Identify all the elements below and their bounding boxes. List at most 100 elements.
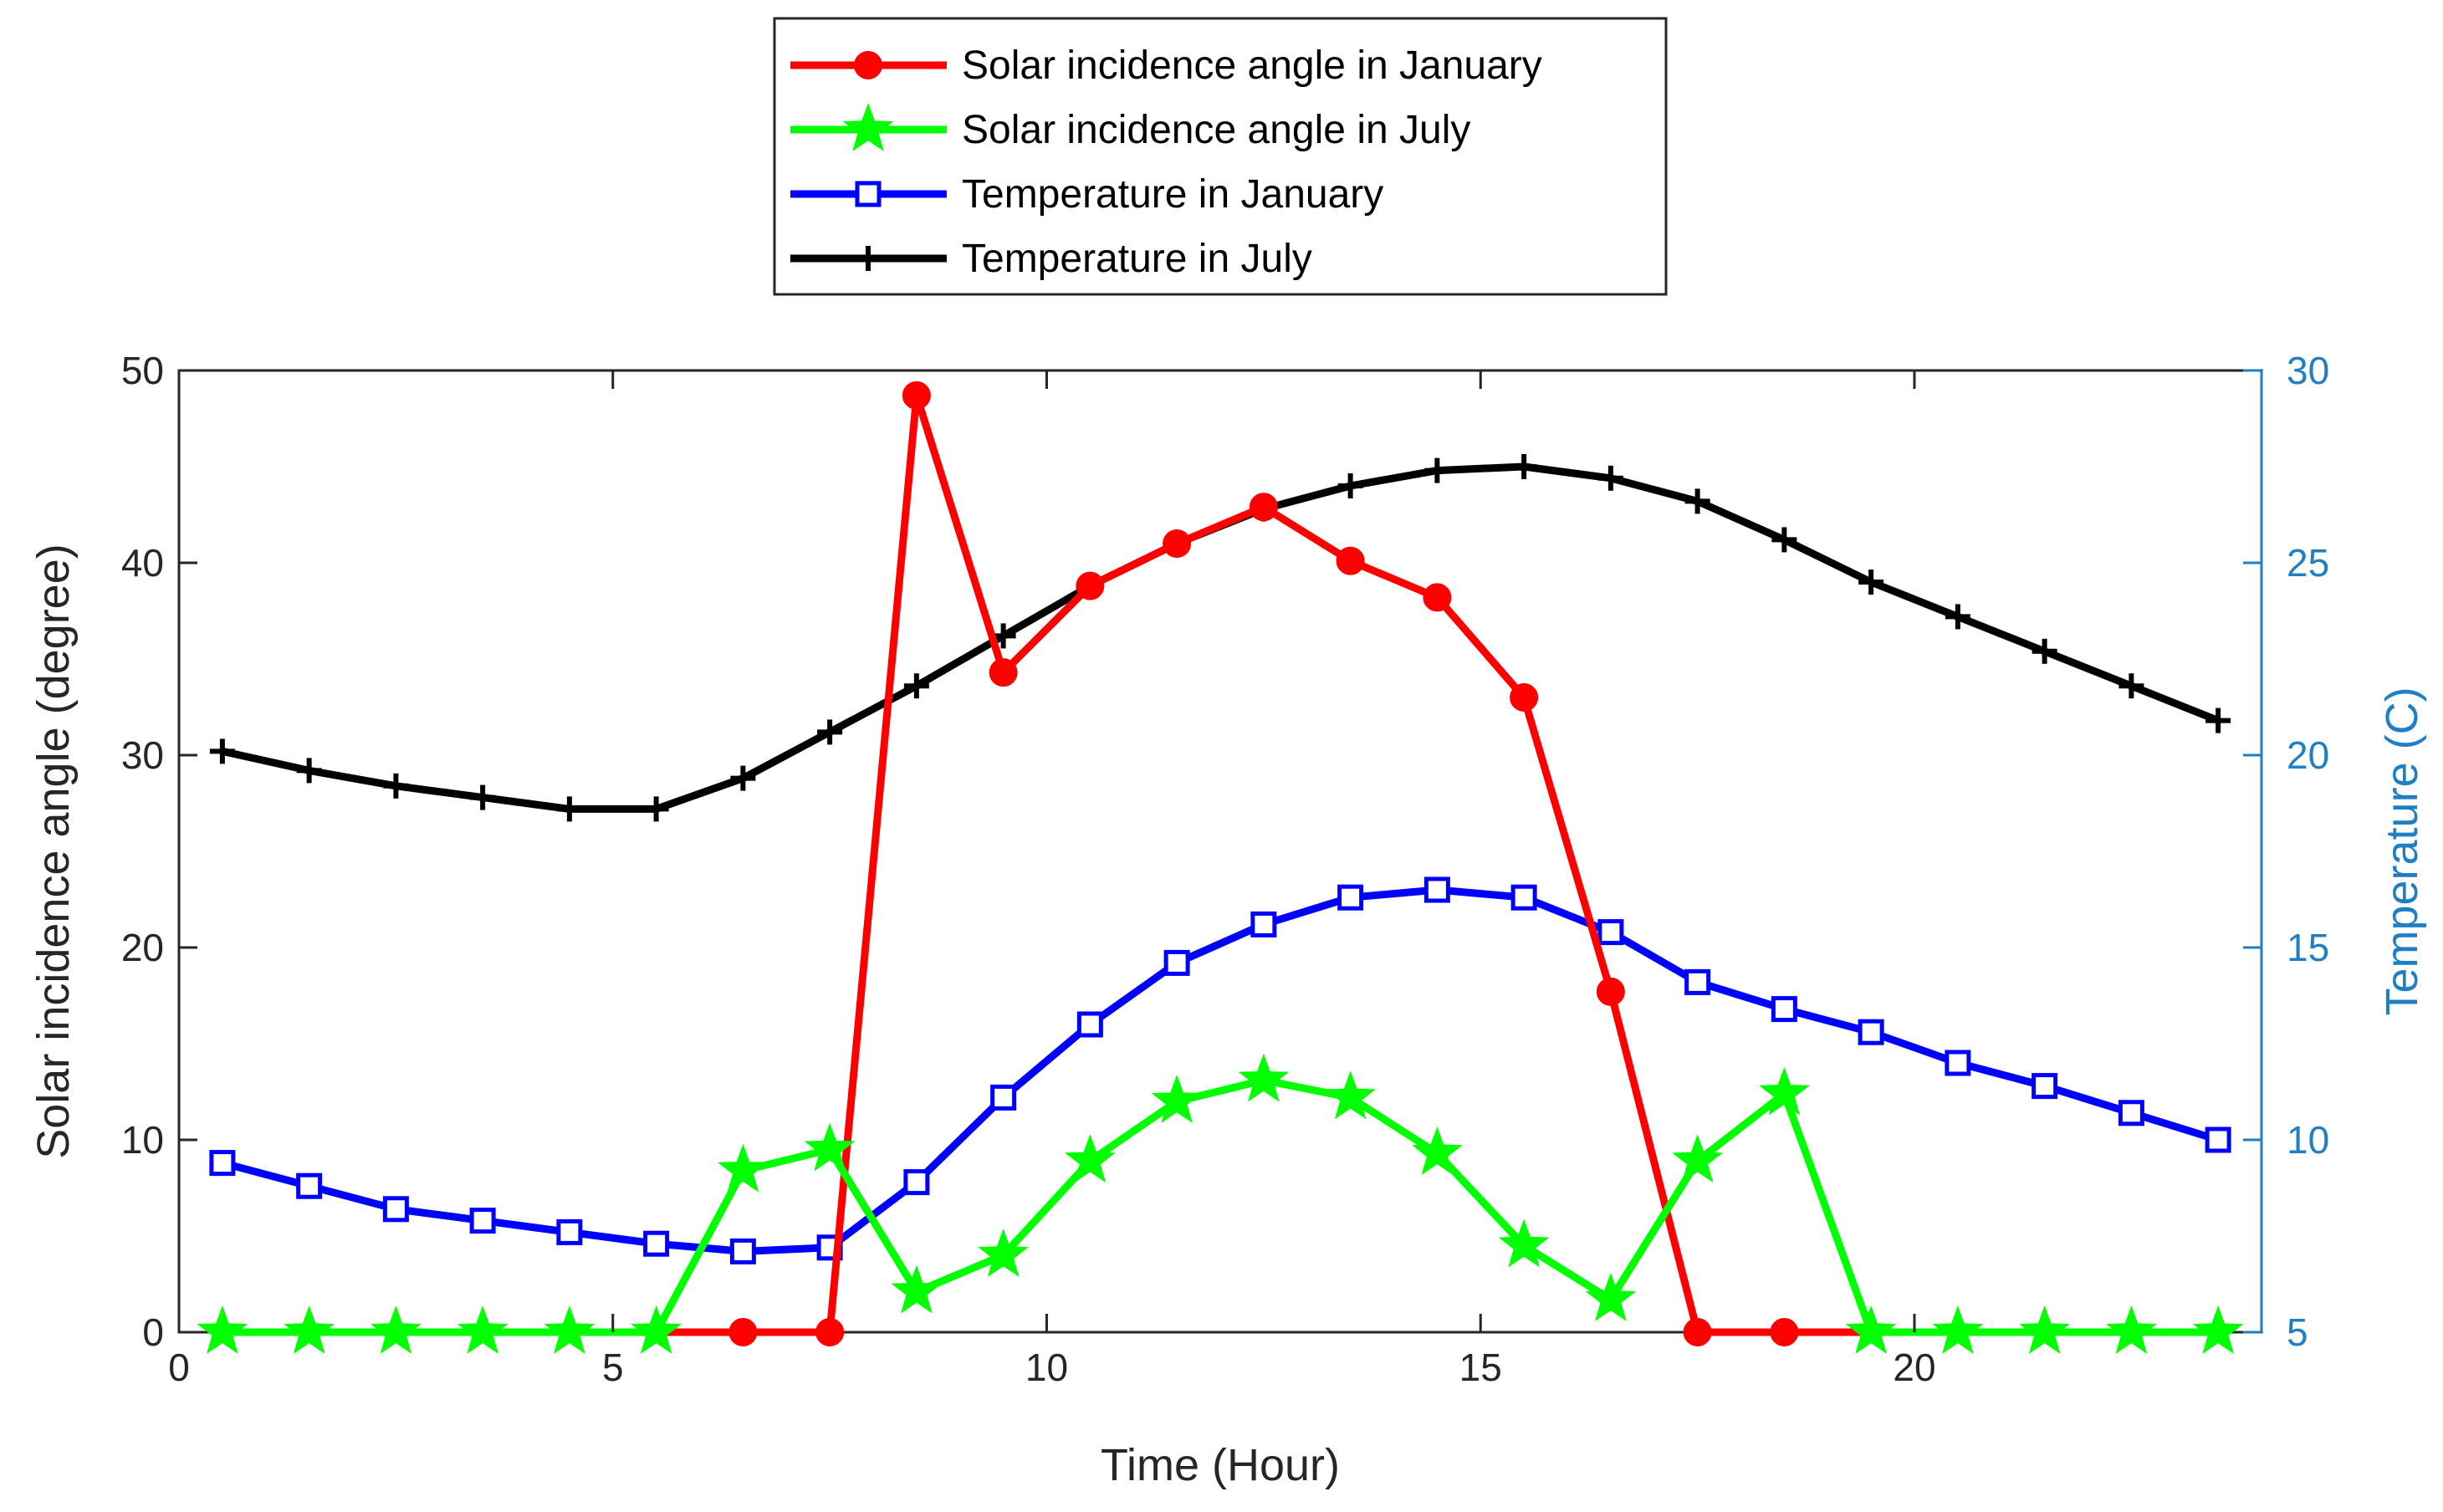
marker-star	[1325, 1070, 1376, 1120]
marker-star	[718, 1143, 769, 1193]
marker-square	[469, 1208, 496, 1234]
legend-label: Solar incidence angle in July	[962, 108, 1470, 152]
marker-square	[1597, 919, 1624, 946]
legend-item: Solar incidence angle in July	[790, 103, 1470, 152]
marker-square	[1771, 996, 1797, 1023]
marker-square	[556, 1218, 583, 1245]
marker-star	[1412, 1126, 1463, 1175]
marker-circle	[989, 658, 1018, 687]
marker-circle	[1249, 493, 1278, 522]
y-left-tick-label: 50	[121, 349, 164, 392]
marker-star	[2106, 1305, 2157, 1354]
y-left-tick-label: 10	[121, 1118, 164, 1162]
marker-square	[382, 1196, 409, 1223]
y-right-tick-label: 20	[2287, 733, 2329, 777]
marker-plus	[1858, 570, 1884, 595]
x-tick-label: 5	[602, 1346, 624, 1389]
marker-square	[1510, 884, 1537, 911]
x-axis-title: Time (Hour)	[1101, 1440, 1340, 1490]
marker-star	[371, 1305, 422, 1354]
x-tick-label: 15	[1459, 1346, 1502, 1389]
marker-star	[1585, 1272, 1637, 1321]
marker-plus	[817, 719, 843, 745]
marker-star	[457, 1305, 509, 1354]
marker-star	[2019, 1305, 2070, 1354]
marker-plus	[383, 773, 409, 799]
marker-square	[643, 1230, 670, 1257]
marker-star	[1151, 1075, 1203, 1123]
marker-plus	[1511, 454, 1537, 479]
marker-circle	[1683, 1318, 1712, 1346]
marker-star	[631, 1305, 682, 1354]
legend: Solar incidence angle in January Solar in…	[773, 17, 1668, 296]
y-left-tick-label: 30	[121, 733, 164, 777]
y-right-tick-label: 15	[2287, 926, 2329, 969]
marker-star	[284, 1305, 335, 1354]
marker-square	[2118, 1100, 2144, 1126]
marker-circle	[902, 381, 931, 410]
marker-circle	[854, 51, 882, 79]
plot-frame	[177, 369, 2263, 1334]
marker-star	[544, 1305, 595, 1354]
marker-square	[903, 1169, 930, 1196]
marker-square	[296, 1172, 323, 1199]
marker-star	[842, 103, 894, 151]
marker-square	[1250, 911, 1277, 937]
y-axis-left-title: Solar incidence angle (degree)	[28, 544, 79, 1158]
marker-star	[1065, 1134, 1116, 1183]
y-right-tick-label: 30	[2287, 349, 2329, 392]
marker-square	[209, 1150, 236, 1177]
marker-circle	[1770, 1318, 1799, 1346]
marker-circle	[1076, 571, 1105, 600]
marker-star	[2192, 1305, 2244, 1354]
marker-plus	[1684, 488, 1710, 514]
marker-square	[2205, 1126, 2231, 1153]
marker-circle	[1163, 529, 1192, 558]
marker-square	[1163, 949, 1190, 976]
series-line	[218, 1076, 2222, 1336]
marker-star	[1498, 1218, 1550, 1268]
y-left-tick-label: 40	[121, 541, 164, 585]
marker-plus	[903, 673, 929, 699]
marker-circle	[728, 1318, 758, 1346]
marker-circle	[1336, 546, 1365, 575]
series-layer	[197, 381, 2244, 1354]
x-tick-label: 0	[168, 1346, 190, 1389]
marker-plus	[730, 765, 756, 791]
plot-area	[177, 369, 2263, 1354]
y-right-tick-label: 5	[2287, 1310, 2308, 1354]
y-right-tick-label: 10	[2287, 1118, 2329, 1162]
marker-plus	[1337, 473, 1363, 498]
marker-plus	[643, 796, 669, 822]
x-tick-label: 10	[1025, 1346, 1068, 1389]
series-line	[218, 462, 2222, 813]
marker-star	[1932, 1305, 1984, 1354]
marker-plus	[470, 784, 496, 810]
marker-star	[1672, 1134, 1723, 1183]
y-left-tick-label: 20	[121, 926, 164, 969]
series-solar-incidence-angle-in-january	[652, 381, 1875, 1346]
marker-circle	[815, 1318, 845, 1346]
legend-label: Temperature in July	[962, 237, 1312, 281]
legend-item: Temperature in January	[790, 172, 1383, 217]
marker-circle	[1596, 977, 1625, 1006]
marker-square	[1858, 1019, 1884, 1045]
marker-plus	[2118, 673, 2144, 699]
marker-star	[804, 1122, 856, 1172]
marker-plus	[1945, 604, 1970, 630]
marker-circle	[1423, 583, 1452, 612]
axes-layer: 0 5 10 15 20 0 10 20 30 40 50 5 10 15 20 25 30	[121, 349, 2329, 1389]
marker-square	[990, 1084, 1017, 1111]
y-axis-right-title: Temperature (C)	[2377, 687, 2427, 1015]
marker-circle	[1510, 683, 1539, 712]
series-temperature-in-january	[209, 876, 2231, 1264]
marker-star	[978, 1228, 1029, 1277]
marker-star	[1759, 1066, 1810, 1116]
marker-plus	[1771, 527, 1797, 553]
marker-square	[1945, 1050, 1971, 1076]
legend-item: Temperature in July	[790, 237, 1312, 281]
series-line	[652, 391, 1875, 1336]
marker-plus	[296, 758, 322, 784]
marker-star	[1238, 1053, 1290, 1102]
